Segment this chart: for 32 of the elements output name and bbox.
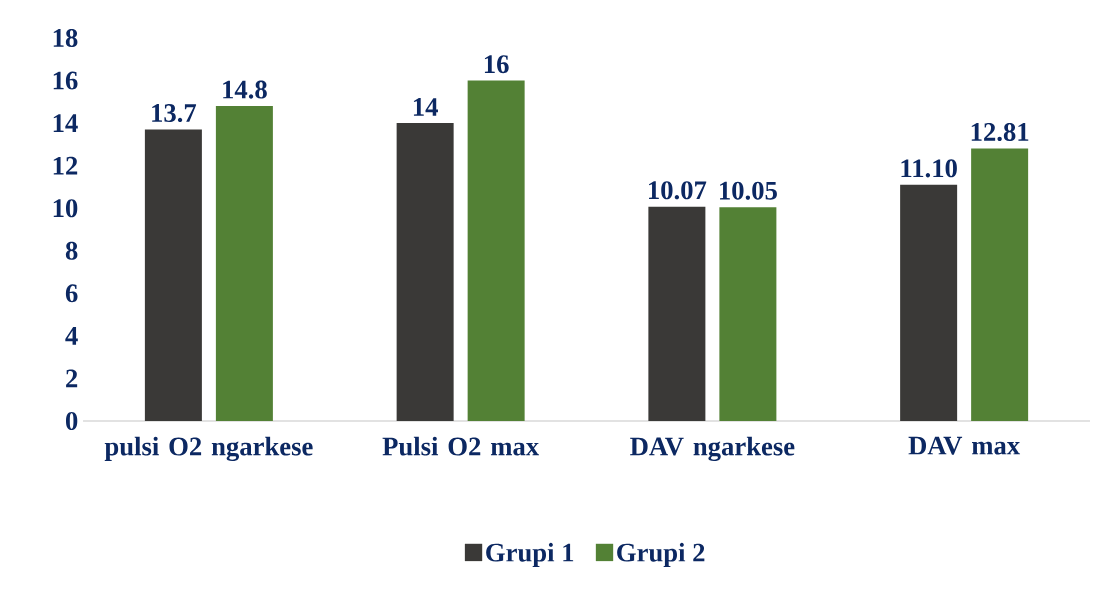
data-label: 13.7 (152, 104, 197, 123)
bar (971, 148, 1029, 421)
bar (467, 80, 525, 421)
bar (396, 123, 454, 421)
y-tick-label: 12 (53, 156, 78, 175)
data-label: 11.10 (901, 159, 957, 178)
data-label: 16 (484, 55, 509, 74)
x-tick-label: DAV ngarkese (630, 436, 795, 462)
data-label: 14 (413, 98, 438, 116)
y-tick-label: 14 (53, 114, 78, 132)
x-tick-label: pulsi O2 ngarkese (104, 436, 313, 462)
y-tick-label: 0 (65, 411, 78, 430)
y-tick-label: 18 (53, 28, 78, 47)
y-tick-label: 4 (65, 327, 78, 345)
legend-label: Grupi 1 (486, 542, 574, 568)
y-tick-label: 10 (53, 199, 78, 218)
data-label: 10.05 (720, 181, 777, 200)
y-tick-label: 16 (53, 71, 78, 90)
bar (215, 106, 273, 421)
bar (900, 184, 958, 421)
data-label: 10.07 (649, 181, 707, 200)
data-label: 12.81 (971, 122, 1029, 142)
legend-label: Grupi 2 (617, 542, 705, 568)
bar (719, 207, 777, 421)
bar (648, 206, 706, 421)
x-tick-label: Pulsi O2 max (382, 436, 540, 456)
bar (144, 129, 202, 421)
data-label: 14.8 (223, 80, 267, 99)
y-tick-label: 2 (66, 369, 78, 388)
y-tick-label: 6 (65, 284, 78, 303)
y-tick-label: 8 (65, 241, 78, 260)
x-tick-label: DAV max (908, 436, 1021, 455)
